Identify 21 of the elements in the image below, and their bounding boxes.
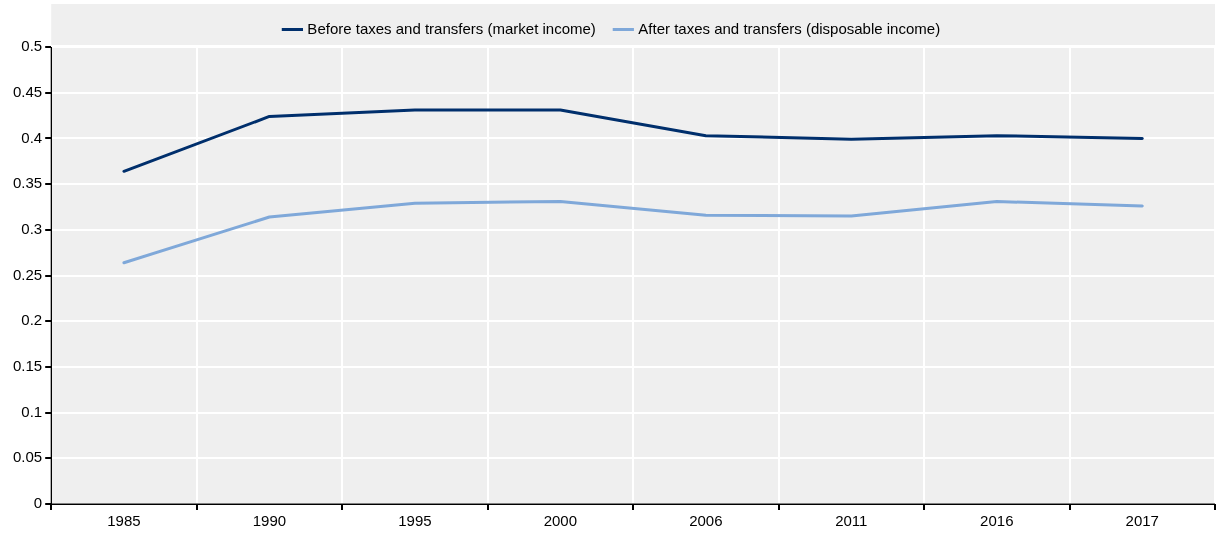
legend-label: Before taxes and transfers (market income) (307, 19, 596, 37)
y-tick-label: 0.35 (12, 174, 43, 192)
y-tick-label: 0 (33, 494, 43, 512)
y-tick-label: 0.15 (12, 357, 43, 375)
y-tick-label: 0.05 (12, 448, 43, 466)
y-tick-label: 0.1 (21, 402, 43, 420)
x-tick-label: 2016 (980, 512, 1014, 530)
y-tick-label: 0.45 (12, 82, 43, 100)
legend-label: After taxes and transfers (disposable income) (638, 19, 941, 37)
y-tick-label: 0.2 (21, 311, 43, 329)
y-tick-label: 0.4 (21, 128, 43, 146)
x-tick-label: 1995 (398, 512, 432, 530)
x-tick-label: 2011 (835, 512, 868, 530)
x-tick-label: 2017 (1125, 512, 1159, 530)
x-tick-label: 1990 (252, 512, 287, 530)
y-tick-label: 0.3 (21, 219, 43, 237)
y-tick-label: 0.25 (12, 265, 43, 283)
y-tick-label: 0.5 (21, 37, 43, 55)
x-tick-label: 1985 (107, 512, 141, 530)
x-tick-label: 2000 (543, 512, 578, 530)
x-tick-label: 2006 (689, 512, 723, 530)
